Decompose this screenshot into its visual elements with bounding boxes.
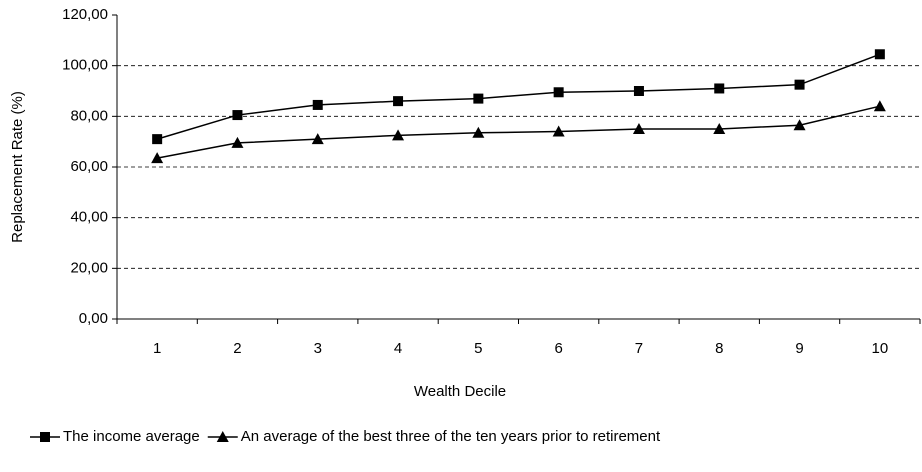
marker-triangle bbox=[151, 152, 164, 164]
marker-square bbox=[714, 83, 725, 94]
y-tick-label: 20,00 bbox=[70, 259, 108, 276]
y-tick-label: 0,00 bbox=[79, 310, 108, 327]
marker-square bbox=[40, 432, 50, 442]
marker-triangle bbox=[311, 133, 324, 145]
marker-triangle bbox=[873, 100, 886, 112]
y-axis-title: Replacement Rate (%) bbox=[9, 91, 26, 243]
marker-triangle bbox=[793, 119, 806, 131]
marker-square bbox=[232, 110, 243, 121]
x-tick-label: 1 bbox=[153, 340, 161, 357]
x-tick-label: 8 bbox=[715, 340, 723, 357]
y-tick-label: 100,00 bbox=[62, 57, 108, 74]
marker-square bbox=[633, 86, 644, 96]
y-tick-label: 40,00 bbox=[70, 209, 108, 226]
x-tick-label: 5 bbox=[474, 340, 482, 357]
marker-triangle bbox=[392, 129, 405, 141]
x-tick-label: 2 bbox=[233, 340, 241, 357]
marker-triangle bbox=[231, 136, 244, 148]
y-tick-label: 80,00 bbox=[70, 107, 108, 124]
x-tick-label: 10 bbox=[872, 340, 889, 357]
marker-triangle bbox=[216, 431, 229, 442]
marker-triangle bbox=[552, 125, 565, 137]
marker-square bbox=[393, 96, 404, 107]
marker-triangle bbox=[472, 126, 485, 138]
marker-square bbox=[553, 87, 564, 98]
x-axis-title: Wealth Decile bbox=[414, 383, 506, 400]
series-line bbox=[157, 105, 881, 159]
x-tick-label: 6 bbox=[554, 340, 562, 357]
x-tick-label: 7 bbox=[635, 340, 643, 357]
x-tick-label: 3 bbox=[314, 340, 322, 357]
marker-triangle bbox=[713, 123, 726, 134]
y-tick-label: 60,00 bbox=[70, 158, 108, 175]
marker-triangle bbox=[632, 123, 645, 134]
marker-square bbox=[473, 93, 484, 104]
series-line bbox=[156, 53, 881, 140]
marker-square bbox=[152, 134, 163, 145]
legend-label: An average of the best three of the ten … bbox=[241, 428, 661, 445]
marker-square bbox=[874, 49, 885, 60]
x-tick-label: 4 bbox=[394, 340, 402, 357]
legend-label: The income average bbox=[63, 428, 200, 445]
x-tick-label: 9 bbox=[795, 340, 803, 357]
y-tick-label: 120,00 bbox=[62, 6, 108, 23]
marker-square bbox=[312, 99, 323, 110]
marker-square bbox=[794, 79, 805, 90]
